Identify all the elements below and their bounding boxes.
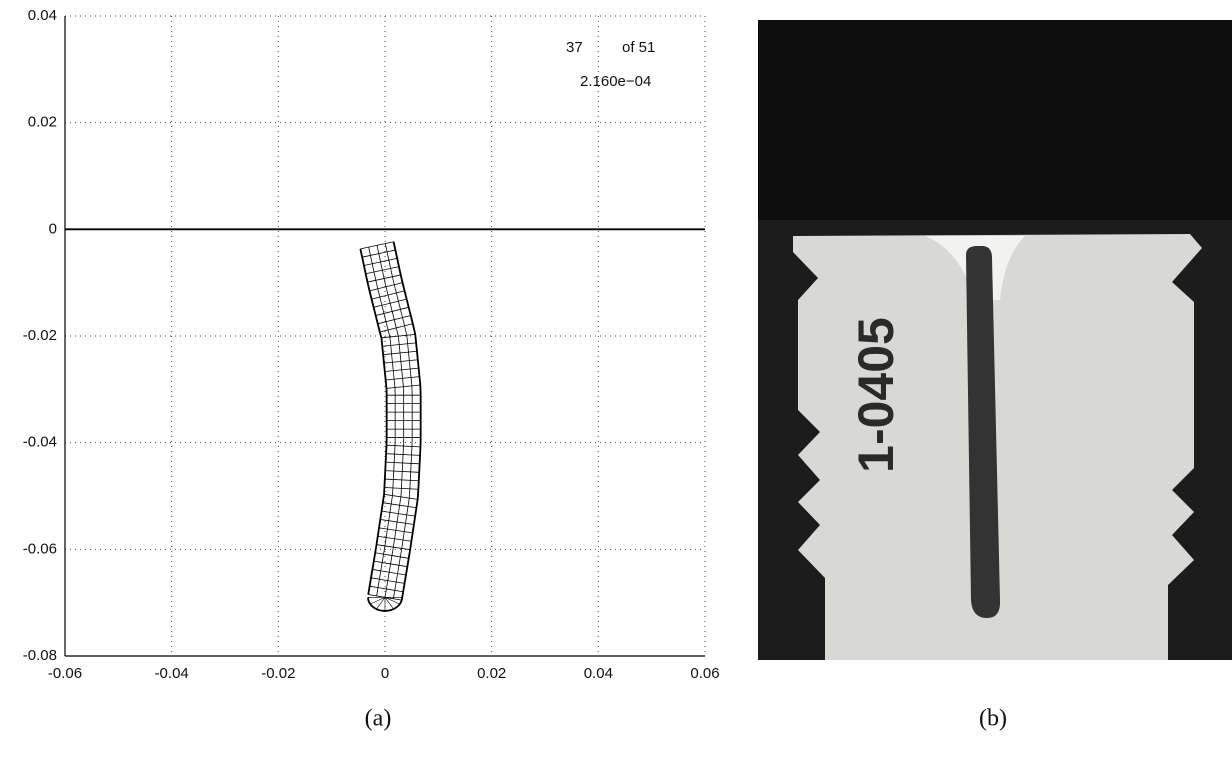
y-tick-label: -0.08 (23, 647, 57, 664)
annotation: of 51 (622, 39, 655, 56)
mesh-line (384, 597, 400, 605)
x-tick-label: 0.02 (477, 665, 506, 682)
series-line (376, 245, 405, 598)
x-tick-label: 0 (381, 665, 389, 682)
mesh-line (367, 597, 403, 612)
penetrator (966, 246, 1001, 618)
y-tick-label: 0 (49, 220, 57, 237)
annotation: 37 (566, 39, 583, 56)
annotation: 2.160e−04 (580, 73, 651, 90)
x-tick-label: -0.06 (48, 665, 82, 682)
mesh-line (359, 248, 388, 595)
y-tick-label: -0.04 (23, 434, 57, 451)
photo-panel: 1-0405 (758, 20, 1232, 660)
mesh-line (384, 597, 394, 610)
mesh-line (376, 597, 386, 610)
caption: (b) (979, 706, 1007, 732)
photo-top (758, 20, 1232, 220)
mesh-line (368, 247, 396, 597)
specimen-label: 1-0405 (848, 317, 904, 473)
mesh-line (384, 243, 413, 599)
y-tick-label: 0.04 (28, 7, 57, 24)
y-tick-label: -0.06 (23, 540, 57, 557)
x-tick-label: -0.02 (261, 665, 295, 682)
specimen (793, 234, 1202, 660)
mesh-line (370, 597, 386, 605)
y-tick-label: -0.02 (23, 327, 57, 344)
caption: (a) (365, 706, 392, 732)
y-tick-label: 0.02 (28, 114, 57, 131)
x-tick-label: 0.04 (584, 665, 613, 682)
x-tick-label: 0.06 (690, 665, 719, 682)
x-tick-label: -0.04 (155, 665, 189, 682)
